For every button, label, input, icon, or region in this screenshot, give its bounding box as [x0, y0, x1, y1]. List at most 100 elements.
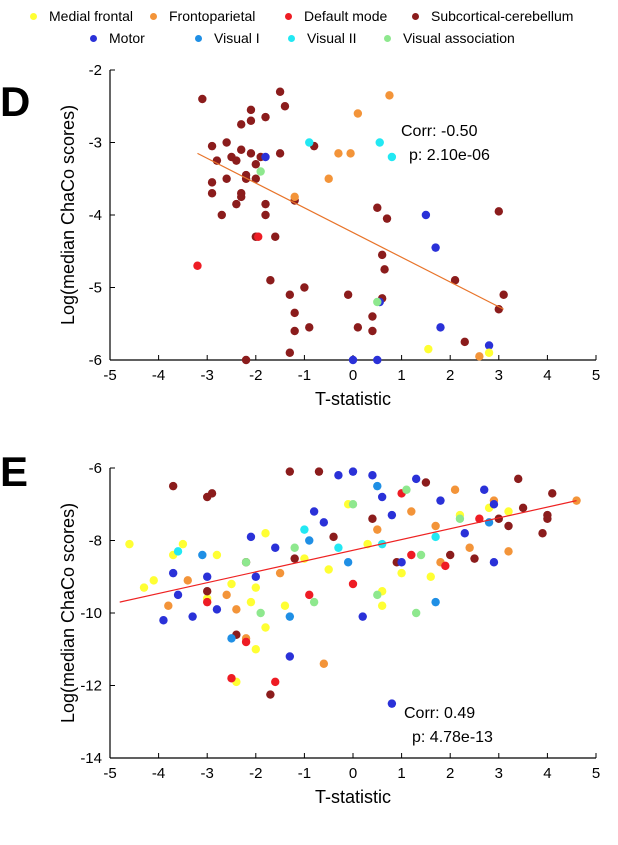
data-point — [334, 149, 343, 158]
data-point — [251, 174, 260, 183]
data-point — [305, 138, 314, 147]
x-tick-label: 1 — [397, 367, 405, 384]
legend-item: Visual II — [288, 30, 357, 46]
x-tick-label: -3 — [201, 765, 214, 782]
legend: Medial frontal Frontoparietal Default mode… — [0, 0, 618, 60]
y-tick-label: -8 — [89, 533, 102, 550]
data-point — [385, 91, 394, 100]
data-point — [368, 326, 377, 336]
data-point — [212, 550, 222, 560]
data-point — [203, 587, 212, 596]
legend-label: Visual I — [214, 30, 260, 46]
plot-panel-d: -5 -4 -3 -2 -1 0 1 2 3 4 5-6-5-4-3-2T-statisticLog… — [58, 62, 600, 409]
y-axis-label: Log(median ChaCo scores) — [58, 105, 78, 325]
data-point — [261, 112, 270, 122]
legend-label: Visual association — [403, 30, 515, 46]
legend-item: Subcortical-cerebellum — [412, 8, 573, 24]
x-tick-label: -1 — [298, 367, 311, 384]
p-value-annotation: p: 4.78e-13 — [412, 729, 493, 746]
x-tick-label: -5 — [103, 765, 116, 782]
data-point — [538, 529, 547, 538]
data-point — [246, 105, 256, 115]
data-point — [343, 500, 353, 509]
data-point — [424, 344, 433, 354]
data-point — [387, 510, 397, 520]
data-point — [494, 207, 503, 216]
data-point — [212, 156, 222, 165]
data-point — [246, 149, 256, 158]
x-tick-label: -5 — [103, 367, 116, 384]
data-point — [241, 355, 251, 365]
data-point — [237, 192, 246, 202]
data-point — [373, 590, 382, 600]
data-point — [494, 514, 503, 523]
data-point — [504, 547, 513, 556]
x-tick-label: 2 — [446, 367, 454, 384]
data-point — [348, 500, 358, 509]
data-point — [548, 489, 557, 498]
data-point — [227, 579, 236, 589]
data-point — [193, 261, 202, 270]
data-point — [480, 485, 489, 494]
data-point — [217, 210, 226, 220]
data-point — [436, 558, 445, 567]
data-point — [241, 558, 251, 567]
data-point — [173, 547, 183, 556]
y-tick-label: -2 — [89, 62, 102, 79]
data-point — [222, 590, 231, 600]
data-point — [377, 539, 387, 549]
y-tick-label: -3 — [89, 135, 102, 152]
data-point — [207, 141, 217, 151]
legend-item: Motor — [90, 30, 145, 46]
x-tick-label: 4 — [543, 765, 551, 782]
data-point — [251, 160, 260, 169]
data-point — [251, 645, 260, 654]
panel-label-d: D — [0, 78, 31, 125]
data-point — [368, 514, 377, 523]
legend-item: Medial frontal — [30, 8, 133, 24]
data-point — [271, 543, 280, 552]
data-point — [261, 199, 270, 209]
panel-label-e: E — [0, 448, 29, 495]
data-point — [271, 677, 280, 687]
data-point — [343, 558, 353, 567]
y-tick-label: -5 — [89, 280, 102, 297]
data-point — [431, 597, 440, 607]
data-point — [285, 290, 295, 299]
data-point — [256, 608, 265, 618]
data-point — [314, 467, 324, 476]
data-point — [484, 518, 494, 527]
x-axis-label: T-statistic — [315, 787, 391, 807]
data-point — [198, 94, 207, 104]
data-point — [309, 507, 319, 516]
data-point — [285, 652, 295, 661]
data-point — [470, 554, 479, 563]
data-point — [375, 138, 384, 147]
data-point — [489, 496, 499, 505]
data-point — [241, 634, 251, 643]
x-tick-label: 1 — [397, 765, 405, 782]
data-point — [275, 568, 285, 578]
data-point — [222, 174, 231, 183]
data-point — [421, 210, 431, 220]
data-point — [431, 243, 440, 252]
legend-item: Visual I — [195, 30, 260, 46]
data-point — [251, 583, 260, 592]
data-point — [300, 525, 309, 534]
correlation-annotation: Corr: -0.50 — [401, 123, 478, 140]
y-tick-label: -6 — [89, 460, 102, 477]
data-point — [168, 550, 178, 560]
data-point — [261, 623, 270, 632]
data-point — [407, 507, 416, 516]
plot-panel-e: -5 -4 -3 -2 -1 0 1 2 3 4 5-14-12-10-8-6T-statistic… — [58, 460, 600, 807]
correlation-annotation: Corr: 0.49 — [404, 705, 475, 722]
data-point — [319, 659, 329, 668]
data-point — [436, 496, 445, 505]
data-point — [222, 138, 231, 147]
data-point — [178, 539, 188, 549]
data-point — [203, 594, 212, 603]
x-tick-label: 4 — [543, 367, 551, 384]
data-point — [266, 690, 275, 699]
legend-marker — [150, 12, 157, 20]
data-point — [358, 612, 367, 621]
